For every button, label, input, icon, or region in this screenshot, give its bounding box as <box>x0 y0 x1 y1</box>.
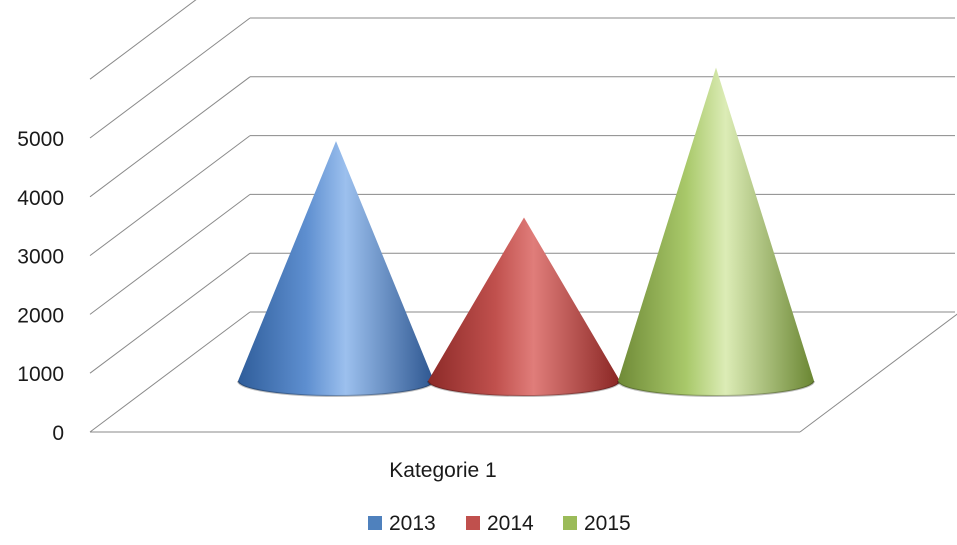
y-tick-label: 1000 <box>17 363 64 386</box>
gridline-side <box>89 252 251 374</box>
y-tick-label: 0 <box>52 422 64 445</box>
cone-body <box>238 141 434 396</box>
cone-base-edge <box>427 380 621 397</box>
gridline-side <box>89 135 251 257</box>
cone-2014 <box>427 217 621 397</box>
gridlines <box>89 0 957 433</box>
gridline-side <box>89 76 251 198</box>
y-tick-label: 4000 <box>17 187 64 210</box>
legend: 2013 2014 2015 <box>368 512 631 535</box>
cone-body <box>428 217 620 396</box>
cone-2013 <box>237 141 435 397</box>
gridline-side <box>89 0 197 80</box>
cone-base-edge <box>617 380 815 397</box>
y-axis-ticks: 0 1000 2000 3000 4000 5000 <box>17 128 64 445</box>
cone-base-edge <box>237 380 435 397</box>
y-tick-label: 5000 <box>17 128 64 151</box>
cone-body <box>618 67 814 396</box>
cone-2015 <box>617 67 815 397</box>
gridline-side <box>89 311 251 433</box>
legend-label-2013: 2013 <box>389 512 436 535</box>
legend-swatch-2014 <box>466 516 480 530</box>
category-label: Kategorie 1 <box>389 459 496 482</box>
gridline-side <box>89 193 251 315</box>
legend-label-2015: 2015 <box>584 512 631 535</box>
legend-swatch-2013 <box>368 516 382 530</box>
gridline-side <box>89 17 251 139</box>
y-tick-label: 2000 <box>17 304 64 327</box>
legend-label-2014: 2014 <box>487 512 534 535</box>
legend-swatch-2015 <box>563 516 577 530</box>
floor-right-edge <box>799 313 957 433</box>
cones <box>237 67 815 397</box>
y-tick-label: 3000 <box>17 246 64 269</box>
